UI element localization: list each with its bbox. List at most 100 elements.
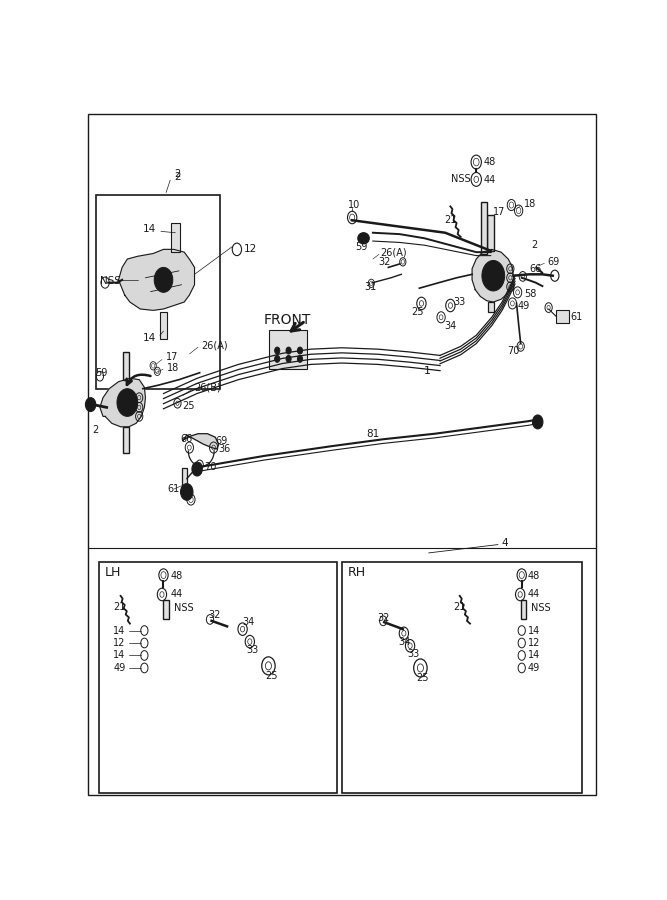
Text: 34: 34 <box>243 616 255 626</box>
Text: 2: 2 <box>531 240 538 250</box>
Text: 59: 59 <box>95 368 107 378</box>
Bar <box>181 468 187 490</box>
Text: 2: 2 <box>93 425 99 436</box>
Text: 44: 44 <box>170 590 183 599</box>
Circle shape <box>192 462 202 476</box>
Text: 14: 14 <box>143 333 156 343</box>
Text: 21: 21 <box>444 215 457 225</box>
Text: 33: 33 <box>407 649 420 659</box>
Text: RH: RH <box>348 566 366 579</box>
Text: 34: 34 <box>399 636 411 646</box>
Text: 12: 12 <box>113 638 126 648</box>
Text: 49: 49 <box>113 663 125 673</box>
Text: 14: 14 <box>143 223 156 234</box>
Text: 61: 61 <box>570 311 582 321</box>
Circle shape <box>85 398 96 411</box>
Text: 70: 70 <box>204 462 217 472</box>
Text: 14: 14 <box>113 626 125 635</box>
Text: 21: 21 <box>113 602 126 612</box>
Text: 25: 25 <box>183 401 195 411</box>
Circle shape <box>297 347 303 354</box>
Polygon shape <box>100 378 145 427</box>
Text: 4: 4 <box>501 538 508 548</box>
Text: 81: 81 <box>367 428 380 438</box>
Text: 49: 49 <box>528 663 540 673</box>
Text: 17: 17 <box>166 353 179 363</box>
Circle shape <box>532 415 543 429</box>
Bar <box>159 311 167 339</box>
Text: 14: 14 <box>113 651 125 661</box>
Text: 36: 36 <box>219 444 231 454</box>
Text: 1: 1 <box>424 366 430 376</box>
Text: 44: 44 <box>484 176 496 185</box>
Text: NSS: NSS <box>174 603 194 613</box>
Polygon shape <box>183 434 219 449</box>
Bar <box>123 427 129 453</box>
Text: 14: 14 <box>528 651 540 661</box>
Text: 69: 69 <box>215 436 227 446</box>
Text: 32: 32 <box>209 610 221 620</box>
Text: 59: 59 <box>355 241 367 252</box>
Bar <box>99 562 337 793</box>
Circle shape <box>275 356 280 363</box>
Text: 61: 61 <box>167 484 179 494</box>
Text: 69: 69 <box>548 256 560 266</box>
Text: 48: 48 <box>170 571 183 580</box>
Text: 44: 44 <box>528 590 540 599</box>
Text: 26(A): 26(A) <box>381 248 408 257</box>
Text: 26(A): 26(A) <box>201 340 228 350</box>
Text: 33: 33 <box>454 297 466 307</box>
Circle shape <box>482 260 505 291</box>
Text: 49: 49 <box>518 301 530 310</box>
Text: 32: 32 <box>378 256 390 266</box>
Circle shape <box>275 347 280 354</box>
Bar <box>488 302 494 311</box>
Text: 34: 34 <box>444 320 456 330</box>
Text: 48: 48 <box>528 571 540 580</box>
Text: 58: 58 <box>524 289 536 299</box>
Bar <box>269 330 307 369</box>
Text: 14: 14 <box>528 626 540 635</box>
Polygon shape <box>119 249 195 310</box>
Circle shape <box>286 347 291 354</box>
Text: LH: LH <box>105 566 121 579</box>
Text: 2: 2 <box>174 169 180 179</box>
Circle shape <box>117 389 137 417</box>
Text: 31: 31 <box>364 282 376 292</box>
Text: 25: 25 <box>412 308 424 318</box>
Bar <box>96 194 220 389</box>
Polygon shape <box>472 249 514 302</box>
Text: 25: 25 <box>416 672 429 682</box>
Text: 2: 2 <box>174 172 181 183</box>
Text: NSS: NSS <box>531 603 551 613</box>
Text: 12: 12 <box>243 245 257 255</box>
Text: 18: 18 <box>167 363 179 373</box>
Bar <box>171 223 179 252</box>
Circle shape <box>297 356 303 363</box>
Text: NSS: NSS <box>452 174 471 184</box>
Text: 12: 12 <box>528 638 540 648</box>
Text: 26(B): 26(B) <box>195 382 221 392</box>
Circle shape <box>154 267 173 293</box>
Bar <box>163 600 169 619</box>
Text: 17: 17 <box>494 207 506 217</box>
Text: 25: 25 <box>265 671 278 681</box>
Ellipse shape <box>358 233 370 244</box>
Text: 32: 32 <box>377 613 390 623</box>
Text: 10: 10 <box>348 200 360 210</box>
Text: FRONT: FRONT <box>263 313 311 327</box>
Text: NSS: NSS <box>101 276 121 286</box>
Circle shape <box>286 356 291 363</box>
Bar <box>487 215 494 251</box>
Circle shape <box>181 483 193 500</box>
Bar <box>481 202 488 254</box>
Bar <box>342 562 582 793</box>
Bar <box>123 352 129 380</box>
Text: 48: 48 <box>484 158 496 167</box>
Text: 70: 70 <box>508 346 520 356</box>
Text: 66: 66 <box>529 264 541 274</box>
Text: 21: 21 <box>453 602 466 612</box>
Text: 66: 66 <box>181 435 193 445</box>
Text: 33: 33 <box>247 645 259 655</box>
Bar <box>556 310 570 323</box>
